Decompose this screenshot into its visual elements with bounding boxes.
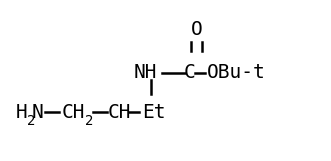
Text: C: C	[184, 63, 195, 82]
Text: CH: CH	[108, 103, 131, 122]
Text: 2: 2	[85, 114, 94, 128]
Text: CH: CH	[61, 103, 85, 122]
Text: N: N	[32, 103, 44, 122]
Text: H: H	[16, 103, 28, 122]
Text: NH: NH	[134, 63, 158, 82]
Text: Et: Et	[142, 103, 166, 122]
Text: 2: 2	[27, 114, 35, 128]
Text: O: O	[191, 20, 203, 39]
Text: OBu-t: OBu-t	[207, 63, 265, 82]
